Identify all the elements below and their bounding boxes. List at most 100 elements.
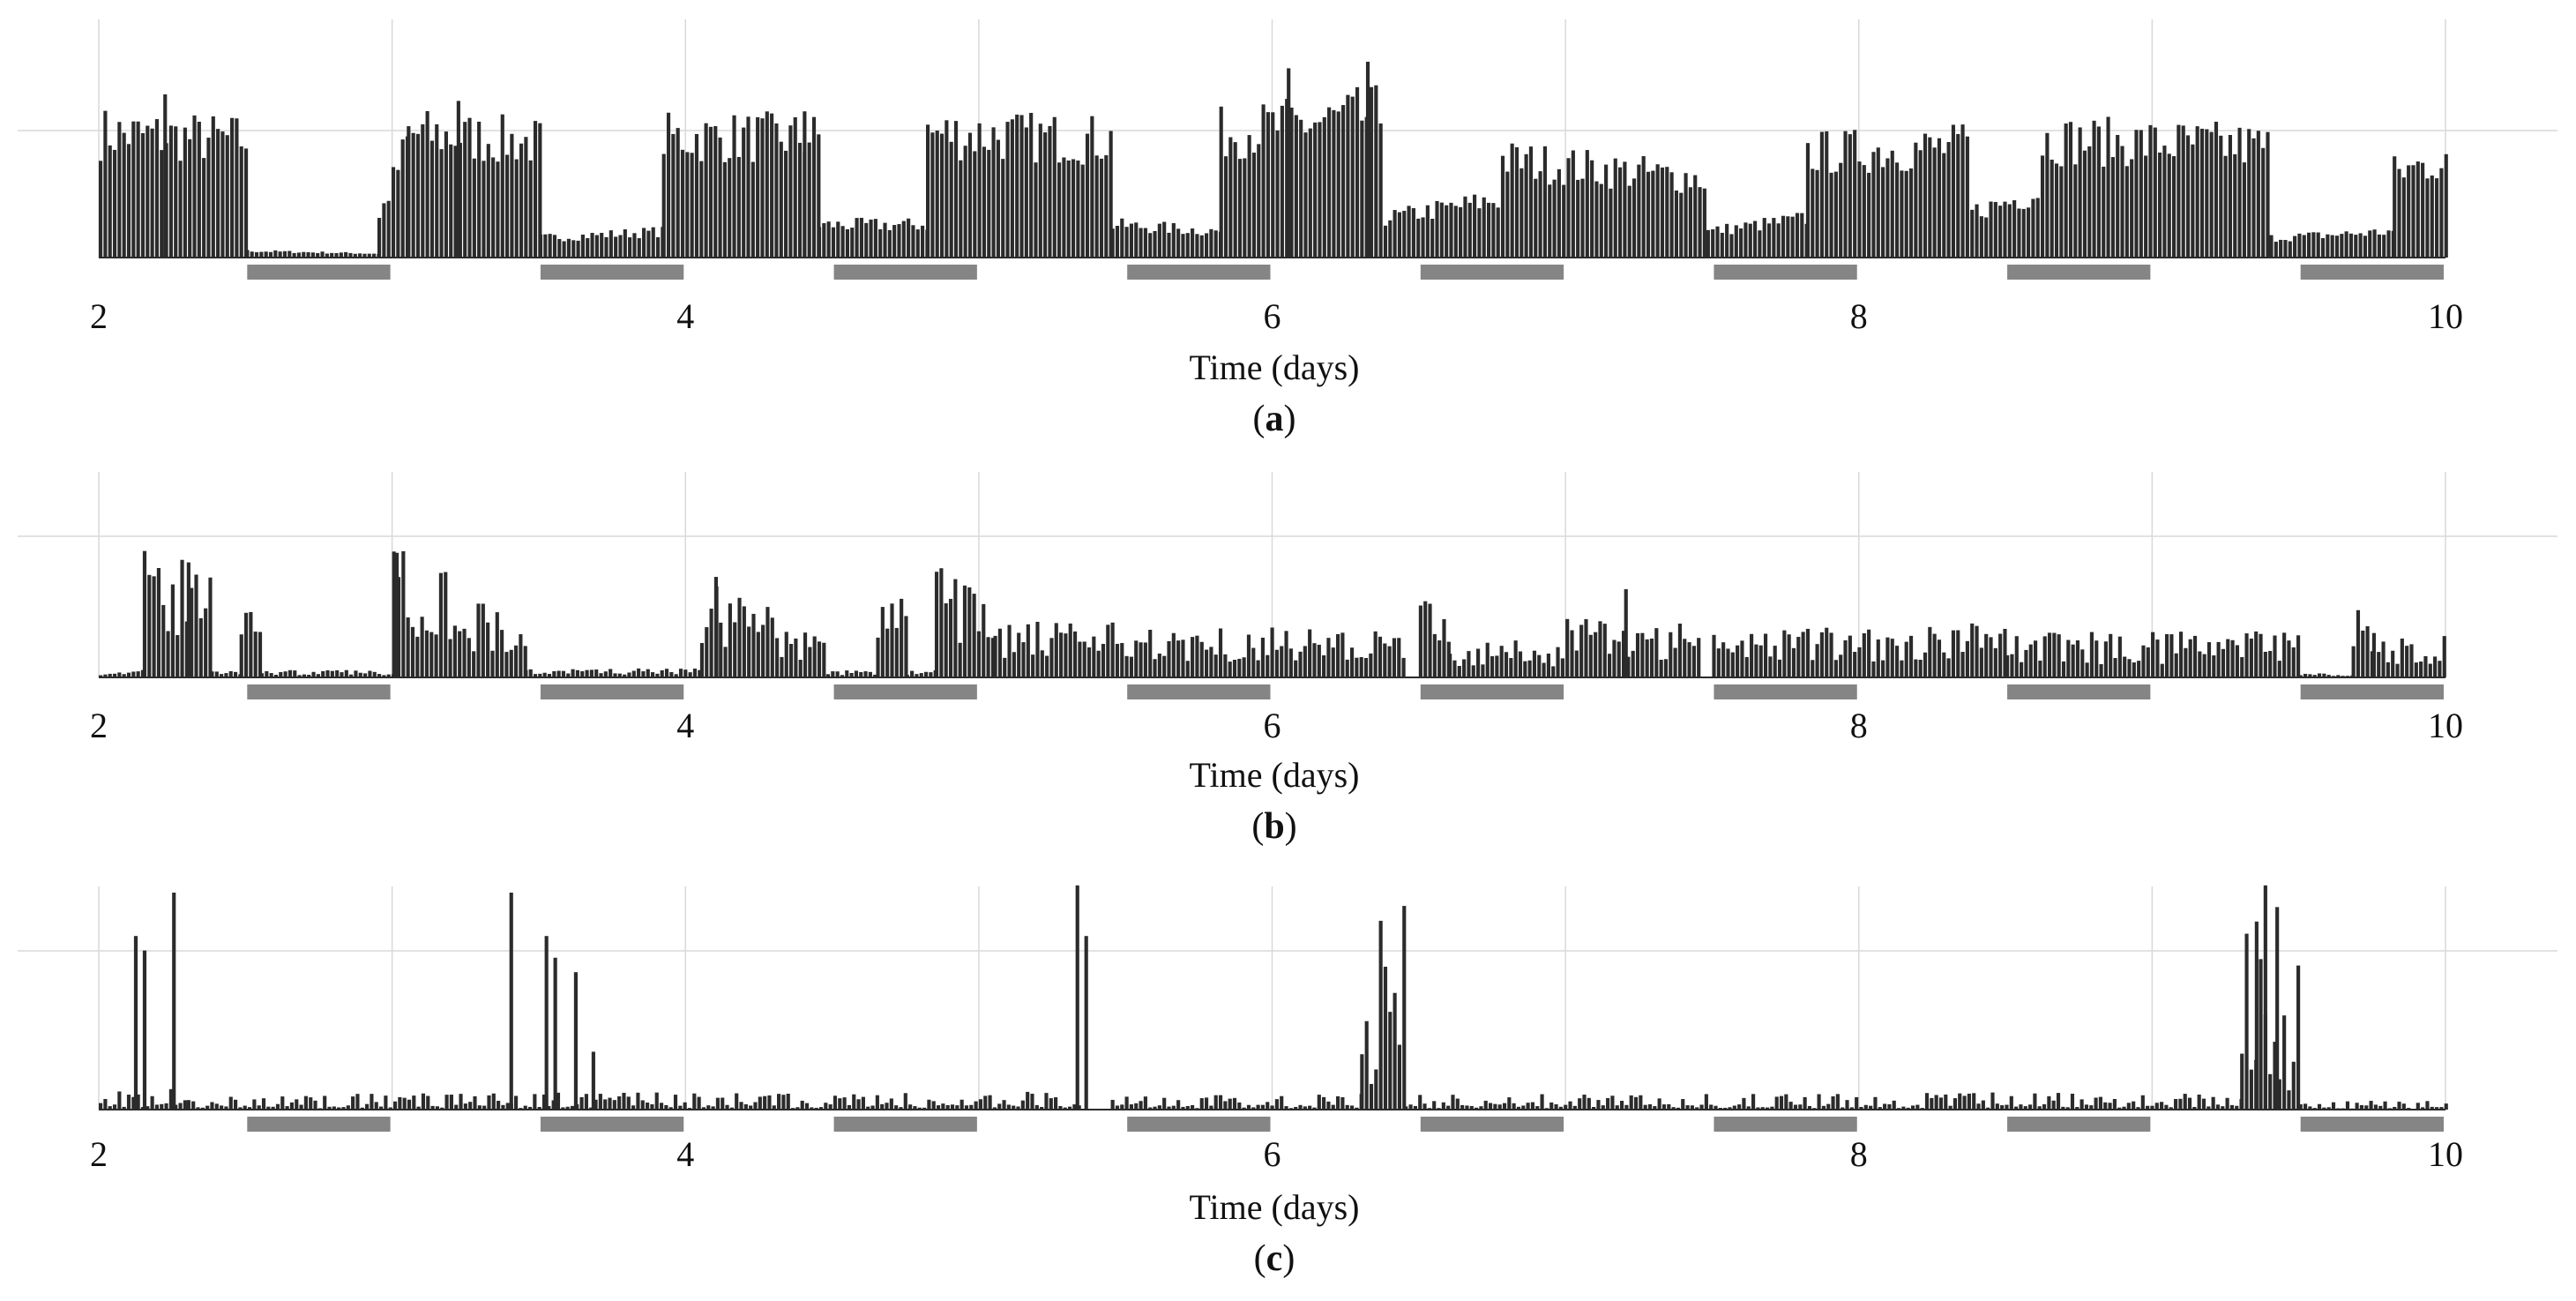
x-tick-label: 10	[2428, 706, 2463, 745]
activity-bar	[208, 577, 213, 677]
activity-bar	[2132, 662, 2136, 677]
activity-bar	[271, 1106, 275, 1110]
activity-bar	[1756, 1107, 1760, 1110]
activity-bar	[1548, 184, 1552, 258]
activity-bar	[1288, 648, 1293, 677]
activity-bar	[429, 632, 434, 677]
activity-bar	[1523, 661, 1527, 677]
activity-bar	[1649, 638, 1654, 677]
activity-bar	[1784, 1094, 1788, 1110]
activity-bar	[2148, 124, 2153, 258]
activity-bar	[772, 1105, 776, 1110]
activity-bar	[2206, 1106, 2211, 1110]
activity-bar	[372, 671, 377, 677]
activity-bar	[2144, 155, 2148, 258]
activity-bar	[1637, 164, 1641, 258]
activity-bar	[552, 670, 556, 677]
activity-bar	[1110, 1099, 1115, 1110]
activity-bar	[2153, 127, 2157, 258]
activity-bar	[2359, 1104, 2364, 1110]
activity-bar	[845, 228, 850, 258]
activity-bar	[438, 572, 443, 677]
activity-bar	[2035, 198, 2040, 258]
activity-spike	[456, 101, 460, 258]
activity-spike	[186, 562, 190, 677]
activity-bar	[1906, 1107, 1910, 1110]
activity-bar	[594, 235, 599, 258]
activity-bar	[161, 604, 166, 677]
activity-bar	[642, 228, 646, 258]
activity-bar	[444, 572, 448, 677]
activity-bar	[736, 156, 741, 258]
activity-bar	[699, 643, 705, 677]
activity-bar	[1237, 159, 1243, 258]
activity-bar	[854, 670, 858, 677]
activity-bar	[444, 131, 448, 258]
activity-bar	[1402, 906, 1407, 1110]
activity-bar	[1002, 1100, 1006, 1110]
activity-bar	[991, 127, 996, 258]
activity-bar	[1782, 630, 1787, 677]
activity-bar	[1661, 1104, 1667, 1110]
activity-bar	[1744, 656, 1749, 677]
activity-bar	[1223, 156, 1228, 258]
activity-bar	[636, 1092, 640, 1110]
activity-bar	[936, 1105, 941, 1110]
activity-bar	[2037, 1106, 2042, 1110]
activity-bar	[668, 1107, 673, 1110]
activity-bar	[1579, 624, 1584, 677]
activity-bar	[905, 675, 909, 677]
activity-bar	[1446, 1105, 1451, 1110]
activity-bar	[1613, 158, 1617, 258]
activity-bar	[1034, 162, 1038, 258]
activity-bar	[685, 152, 690, 258]
activity-bar	[885, 628, 890, 677]
activity-bar	[1594, 632, 1598, 677]
activity-bar	[1542, 662, 1546, 677]
activity-bar	[2065, 1107, 2070, 1110]
activity-bar	[2263, 651, 2267, 677]
activity-bar	[1360, 120, 1364, 258]
activity-bar	[1191, 1104, 1195, 1110]
activity-bar	[868, 671, 872, 677]
activity-bar	[1590, 160, 1594, 258]
activity-bar	[678, 669, 683, 677]
activity-bar	[1960, 124, 1965, 258]
activity-bar	[1331, 1104, 1335, 1110]
activity-bar	[1303, 132, 1308, 258]
activity-bar	[1157, 653, 1161, 677]
activity-bar	[392, 1101, 398, 1110]
activity-bar	[915, 674, 919, 677]
activity-bar	[1715, 226, 1720, 258]
activity-bar	[973, 151, 977, 258]
activity-bar	[1811, 168, 1815, 258]
activity-bar	[2368, 230, 2372, 258]
activity-bar	[761, 624, 765, 677]
activity-bar	[2117, 636, 2122, 677]
activity-bar	[1965, 136, 1969, 258]
activity-bar	[962, 585, 967, 677]
activity-bar	[911, 225, 915, 258]
panel-a-dark-periods	[247, 265, 2444, 280]
activity-bar	[807, 142, 811, 258]
activity-bar	[944, 603, 948, 677]
activity-bar	[760, 118, 765, 258]
activity-bar	[252, 1099, 257, 1110]
activity-bar	[1327, 107, 1332, 258]
activity-bar	[1251, 1107, 1256, 1110]
activity-bar	[2134, 130, 2139, 258]
activity-bar	[565, 1106, 570, 1110]
dark-period-bar	[2300, 265, 2444, 280]
activity-bar	[2103, 1102, 2108, 1110]
activity-bar	[1601, 1105, 1605, 1110]
activity-spike	[573, 972, 579, 1110]
activity-bar	[1871, 661, 1876, 677]
activity-bar	[1673, 647, 1677, 677]
activity-bar	[2192, 1107, 2197, 1110]
activity-bar	[1181, 1106, 1185, 1110]
activity-bar	[384, 1095, 388, 1110]
activity-bar	[2185, 135, 2191, 258]
activity-bar	[346, 1105, 350, 1110]
activity-bar	[2298, 1103, 2303, 1110]
activity-bar	[362, 253, 367, 258]
